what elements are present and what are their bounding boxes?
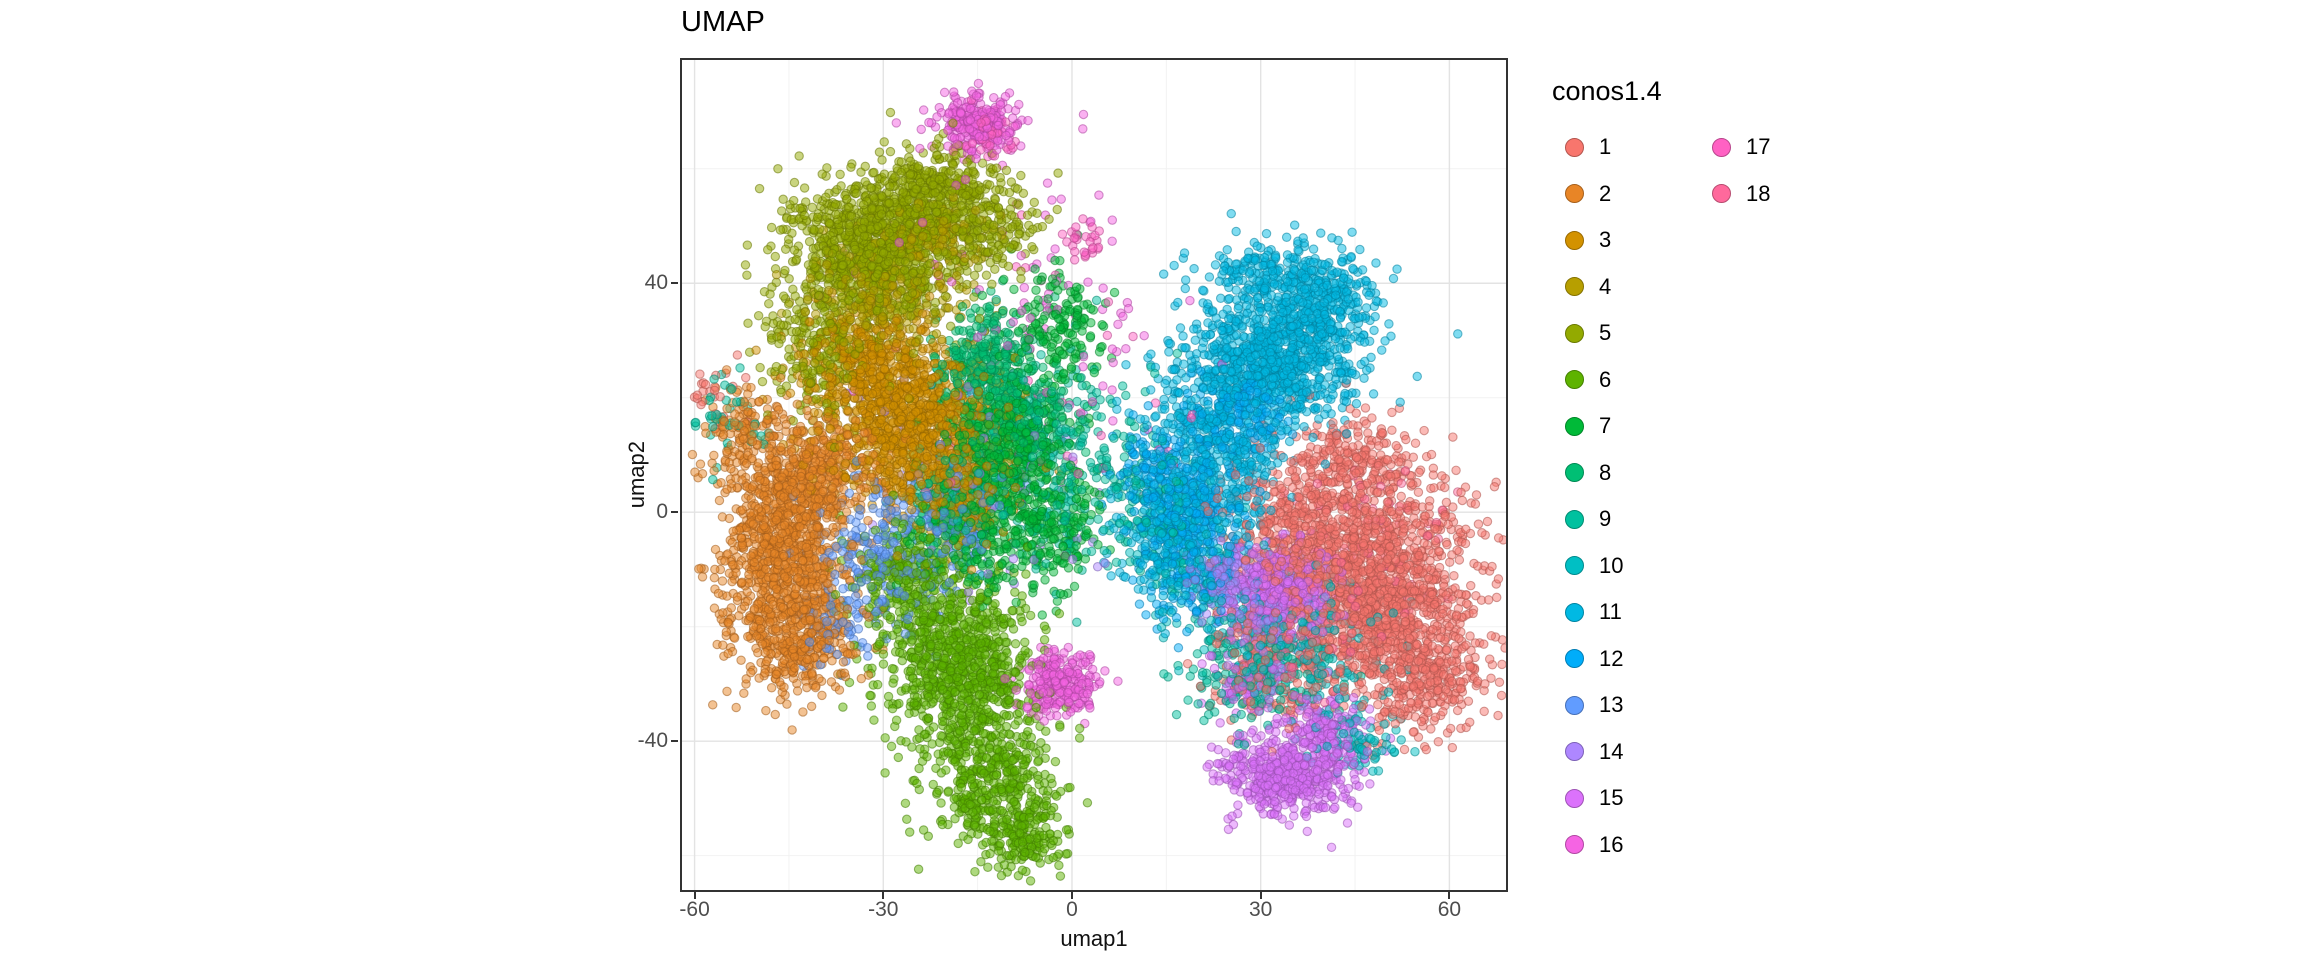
legend-item: 13 (1565, 687, 1623, 723)
legend-item: 7 (1565, 408, 1611, 444)
legend-item-label: 11 (1599, 599, 1622, 624)
legend-item-label: 2 (1599, 180, 1612, 206)
legend-key-dot (1565, 788, 1584, 808)
legend-item-label: 15 (1599, 785, 1624, 810)
legend-key-dot (1565, 556, 1584, 575)
y-tick-mark (671, 282, 678, 285)
legend-item-label: 13 (1599, 692, 1624, 717)
legend-item-label: 4 (1599, 273, 1612, 299)
chart-title: UMAP (681, 6, 765, 38)
legend-item: 6 (1565, 362, 1611, 398)
legend-item: 8 (1565, 455, 1611, 491)
y-tick-label: 40 (644, 271, 668, 295)
legend-key-dot (1565, 649, 1584, 668)
x-tick-label: 30 (1248, 898, 1273, 921)
legend-item: 12 (1565, 641, 1623, 677)
x-tick-mark (1448, 892, 1451, 899)
legend-key-dot (1565, 509, 1584, 529)
legend-key-dot (1565, 323, 1584, 343)
legend-item: 18 (1712, 176, 1770, 212)
legend-item: 15 (1565, 780, 1623, 816)
plot-panel (680, 58, 1508, 892)
y-tick-mark (671, 511, 678, 514)
legend-key-dot (1565, 137, 1584, 157)
x-axis-label: umap1 (1060, 926, 1128, 951)
legend-item: 14 (1565, 734, 1623, 770)
legend-item-label: 10 (1599, 552, 1624, 578)
legend-key-dot (1712, 137, 1731, 157)
legend-item-label: 3 (1599, 227, 1612, 252)
y-tick-label: -40 (637, 729, 668, 753)
legend-item-label: 16 (1599, 831, 1624, 857)
legend-item: 16 (1565, 827, 1623, 863)
legend-key-dot (1565, 835, 1584, 854)
x-tick-mark (1259, 892, 1262, 899)
legend-item: 9 (1565, 501, 1611, 537)
legend-item-label: 14 (1599, 738, 1624, 764)
legend-key-dot (1565, 370, 1584, 389)
legend-item-label: 1 (1599, 134, 1612, 159)
legend-key-dot (1565, 742, 1584, 761)
legend-item-label: 9 (1599, 506, 1612, 531)
x-tick-mark (882, 892, 885, 899)
y-tick-label: 0 (656, 500, 668, 524)
y-axis-label-wrap: umap2 (622, 60, 652, 890)
legend-key-dot (1565, 184, 1584, 203)
legend-item-label: 8 (1599, 459, 1612, 485)
y-axis-label: umap2 (624, 441, 649, 509)
legend-item-label: 18 (1746, 180, 1771, 206)
legend-item: 5 (1565, 315, 1611, 351)
scatter-canvas (682, 60, 1506, 890)
legend-key-dot (1565, 463, 1584, 482)
x-tick-label: 60 (1437, 898, 1462, 921)
legend-key-dot (1565, 230, 1584, 250)
legend-item: 10 (1565, 548, 1623, 584)
legend-item-label: 5 (1599, 320, 1612, 345)
legend-item-label: 7 (1599, 413, 1612, 438)
legend-item-label: 6 (1599, 366, 1612, 392)
x-tick-mark (693, 892, 696, 899)
x-tick-label: -60 (679, 898, 710, 921)
legend-item-label: 12 (1599, 645, 1624, 671)
legend-item: 1 (1565, 129, 1611, 165)
legend-item: 17 (1712, 129, 1770, 165)
legend-item: 11 (1565, 594, 1622, 630)
legend-key-dot (1565, 695, 1584, 715)
legend-item: 3 (1565, 222, 1611, 258)
legend-key-dot (1565, 277, 1584, 296)
legend-title: conos1.4 (1552, 76, 1662, 106)
y-tick-mark (671, 740, 678, 743)
legend-item: 2 (1565, 176, 1611, 212)
x-tick-label: -30 (868, 898, 899, 921)
legend-key-dot (1712, 184, 1731, 203)
legend-key-dot (1565, 416, 1584, 436)
x-tick-label: 0 (1066, 898, 1078, 921)
legend-key-dot (1565, 602, 1584, 622)
x-tick-mark (1070, 892, 1073, 899)
legend-item: 4 (1565, 269, 1611, 305)
legend: conos1.4 1 2 3 4 5 6 7 8 9 10 11 12 13 14 15 16 17 18 (1540, 0, 1840, 960)
legend-item-label: 17 (1746, 134, 1771, 159)
